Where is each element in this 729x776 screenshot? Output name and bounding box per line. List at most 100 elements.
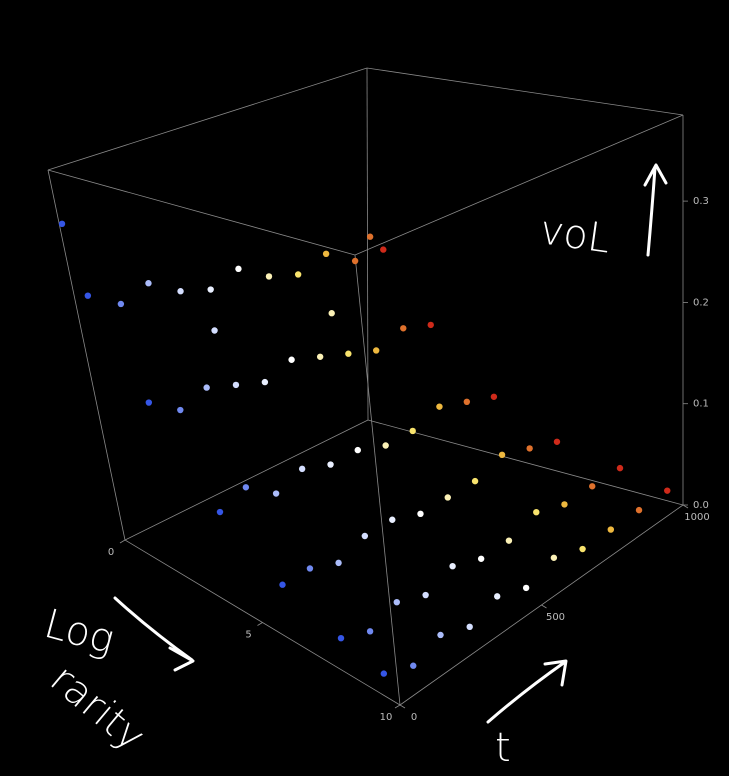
z-tick-label: 0.0 <box>693 500 709 511</box>
point <box>389 516 396 523</box>
y-tick-label: 1000 <box>684 512 709 523</box>
point <box>380 670 388 677</box>
point <box>449 562 456 570</box>
point <box>145 399 153 406</box>
x-tick-label: 0 <box>108 547 114 558</box>
point <box>382 442 389 449</box>
box <box>47 67 684 706</box>
point <box>211 327 218 334</box>
point <box>436 403 443 410</box>
point <box>380 246 387 253</box>
point <box>417 510 424 518</box>
y-tick-label: 0 <box>411 712 417 723</box>
point <box>493 593 501 600</box>
point <box>664 487 671 494</box>
point <box>322 250 330 258</box>
point <box>553 438 561 445</box>
point <box>327 461 334 468</box>
point <box>526 445 533 452</box>
point <box>361 532 369 540</box>
z-tick-label: 0.1 <box>693 399 709 410</box>
y-tick <box>399 704 406 709</box>
point <box>216 508 224 516</box>
point <box>366 233 374 240</box>
point <box>232 381 240 389</box>
y-label: t <box>495 725 511 771</box>
point <box>589 483 596 490</box>
point <box>466 623 473 631</box>
point <box>471 477 479 485</box>
point <box>345 350 352 357</box>
box-edge <box>47 169 356 256</box>
x-tick <box>394 704 401 709</box>
point <box>498 451 506 459</box>
point <box>265 273 273 280</box>
point <box>393 598 400 606</box>
point <box>335 559 342 567</box>
box-edge <box>366 67 684 116</box>
point <box>306 565 314 572</box>
point <box>316 353 324 360</box>
point <box>635 506 643 514</box>
z-label: voL <box>537 207 613 262</box>
point <box>400 325 407 332</box>
point <box>505 537 513 544</box>
point <box>477 555 485 562</box>
point <box>372 347 380 354</box>
point <box>550 554 558 561</box>
x-tick <box>119 539 126 544</box>
box-edge <box>47 67 368 171</box>
x-tick-label: 5 <box>245 630 251 641</box>
y-tick-label: 500 <box>546 612 565 623</box>
point <box>294 271 302 278</box>
point <box>561 501 568 508</box>
point <box>422 591 429 599</box>
x-tick-label: 10 <box>380 712 393 723</box>
point <box>177 406 184 414</box>
point <box>58 220 66 228</box>
y-arrow <box>486 659 568 724</box>
point <box>490 393 498 400</box>
point <box>207 286 214 293</box>
point <box>84 292 92 299</box>
x-tick <box>257 622 263 626</box>
point <box>261 378 269 386</box>
y-tick <box>541 604 547 609</box>
point <box>288 356 295 363</box>
box-edge <box>47 169 126 541</box>
point <box>337 634 345 642</box>
point <box>533 508 540 516</box>
point <box>242 484 250 491</box>
point <box>616 464 624 472</box>
point <box>437 631 444 639</box>
x-arrow <box>113 596 195 672</box>
z-tick-label: 0.2 <box>693 297 709 308</box>
point <box>279 581 286 588</box>
y-tick <box>682 504 689 509</box>
point <box>579 545 586 553</box>
box-edge <box>366 67 369 421</box>
point <box>463 398 471 406</box>
point <box>328 310 335 317</box>
box-edge <box>354 254 401 706</box>
point <box>410 662 417 669</box>
point <box>117 300 125 308</box>
point <box>145 280 152 287</box>
point <box>203 384 210 391</box>
point <box>444 494 451 501</box>
point <box>298 465 306 473</box>
point <box>522 584 530 592</box>
point <box>272 490 280 497</box>
box-edge <box>124 419 369 541</box>
z-tick-label: 0.3 <box>693 196 709 207</box>
point <box>366 628 374 635</box>
points <box>58 220 671 677</box>
point <box>354 446 361 454</box>
point <box>607 526 615 533</box>
point <box>427 321 434 329</box>
point <box>177 288 184 295</box>
z-arrow <box>643 163 668 257</box>
